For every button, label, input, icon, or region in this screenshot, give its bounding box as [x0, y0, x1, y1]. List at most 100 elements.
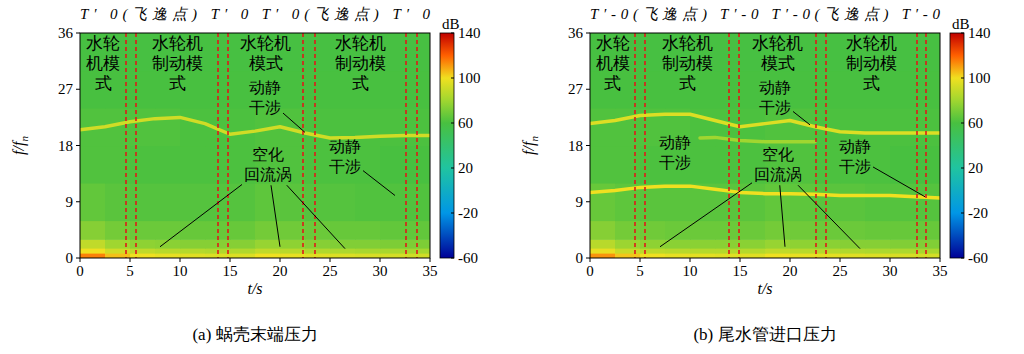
- heat-cell: [890, 71, 916, 109]
- heat-cell: [665, 221, 691, 240]
- mode-label-line: 水轮: [596, 34, 630, 53]
- mode-label-line: 模式: [761, 54, 795, 73]
- x-tick: [790, 258, 791, 262]
- heat-cell: [840, 253, 866, 258]
- heat-cell: [790, 183, 816, 221]
- heat-cell: [915, 146, 940, 184]
- heat-cell: [130, 146, 156, 184]
- mode-boundary: [302, 33, 304, 258]
- heat-cell: [305, 239, 331, 248]
- y-tick: [76, 258, 80, 259]
- heat-cell: [815, 239, 841, 248]
- leader-line: [873, 167, 925, 197]
- heat-cell: [715, 253, 741, 258]
- heat-cell: [155, 248, 181, 254]
- heat-cell: [690, 253, 716, 258]
- heat-cell: [255, 253, 281, 258]
- annotation-line: 干涉: [839, 158, 871, 175]
- heat-cell: [665, 253, 691, 258]
- y-tick-label: 27: [568, 81, 584, 97]
- colorbar-tick-label: 60: [458, 115, 473, 131]
- heat-cell: [615, 221, 641, 240]
- mode-label-line: 水轮: [86, 34, 120, 53]
- heat-cell: [915, 248, 940, 254]
- x-tick: [430, 258, 431, 262]
- colorbar-tick-label: 140: [968, 25, 991, 41]
- y-tick-label: 9: [66, 194, 74, 210]
- heat-cell: [615, 108, 641, 146]
- heat-cell: [380, 71, 406, 109]
- heat-cell: [155, 253, 181, 258]
- ridge-line: [700, 137, 815, 141]
- mode-label-line: 式: [679, 74, 696, 93]
- heat-cell: [915, 33, 940, 71]
- heat-cell: [815, 33, 841, 71]
- heat-cell: [590, 248, 616, 254]
- heat-cell: [915, 221, 940, 240]
- heat-cell: [330, 183, 356, 221]
- heat-cell: [380, 108, 406, 146]
- heat-cell: [130, 248, 156, 254]
- mode-label-line: 制动模: [662, 54, 713, 73]
- heat-cell: [80, 183, 106, 221]
- heat-cell: [715, 146, 741, 184]
- heat-cell: [380, 183, 406, 221]
- annotation-line: 动静: [659, 134, 691, 151]
- heat-cell: [615, 146, 641, 184]
- heat-cell: [690, 239, 716, 248]
- annotation: 动静干涉: [659, 134, 691, 171]
- heat-cell: [130, 239, 156, 248]
- panel-title: (b) 尾水管进口压力: [693, 325, 836, 344]
- heat-cell: [665, 183, 691, 221]
- mode-label-line: 水轮机: [752, 34, 803, 53]
- colorbar-label: dB: [952, 16, 970, 32]
- x-tick-label: 15: [223, 263, 238, 279]
- heat-cell: [715, 239, 741, 248]
- heat-cell: [155, 108, 181, 146]
- colorbar-tick: [961, 123, 964, 124]
- mode-boundary: [416, 33, 418, 258]
- annotation: 动静干涉: [759, 79, 791, 116]
- mode-boundary: [405, 33, 407, 258]
- colorbar: [950, 33, 964, 258]
- mode-boundary: [738, 33, 740, 258]
- x-tick: [840, 258, 841, 262]
- mode-boundary: [314, 33, 316, 258]
- heat-cell: [640, 248, 666, 254]
- heat-cell: [865, 248, 891, 254]
- panel-title: (a) 蜗壳末端压力: [192, 325, 317, 344]
- leader-line: [660, 183, 752, 247]
- y-tick: [586, 201, 590, 202]
- heat-cell: [915, 71, 940, 109]
- annotation: 动静干涉: [839, 138, 871, 175]
- annotation-line: 动静: [759, 79, 791, 96]
- leader-line: [363, 171, 395, 196]
- heat-cell: [665, 248, 691, 254]
- leader-line: [798, 185, 860, 248]
- plot-area: [80, 33, 430, 258]
- mode-label-line: 水轮机: [240, 34, 291, 53]
- mode-label-line: 水轮机: [846, 34, 897, 53]
- colorbar-tick-label: -20: [968, 205, 988, 221]
- heat-cell: [280, 221, 306, 240]
- mode-label-line: 式: [169, 74, 186, 93]
- heat-cell: [380, 146, 406, 184]
- heat-cell: [280, 248, 306, 254]
- mode-boundary: [644, 33, 646, 258]
- heat-cell: [230, 221, 256, 240]
- heat-cell: [305, 253, 331, 258]
- root: 0510152025303509182736t/sf/fnT′ 0(飞逸点) T…: [0, 0, 1024, 354]
- y-tick: [76, 89, 80, 90]
- heat-cell: [305, 71, 331, 109]
- heat-cell: [230, 183, 256, 221]
- x-tick-label: 0: [586, 263, 594, 279]
- colorbar-tick-label: -60: [968, 250, 988, 266]
- colorbar-tick-label: 140: [458, 25, 481, 41]
- heat-cell: [590, 108, 616, 146]
- heat-cell: [380, 248, 406, 254]
- annotation-line: 干涉: [759, 99, 791, 116]
- ridge-line: [80, 117, 430, 138]
- heat-cell: [865, 221, 891, 240]
- x-tick: [280, 258, 281, 262]
- mode-label-line: 模式: [249, 54, 283, 73]
